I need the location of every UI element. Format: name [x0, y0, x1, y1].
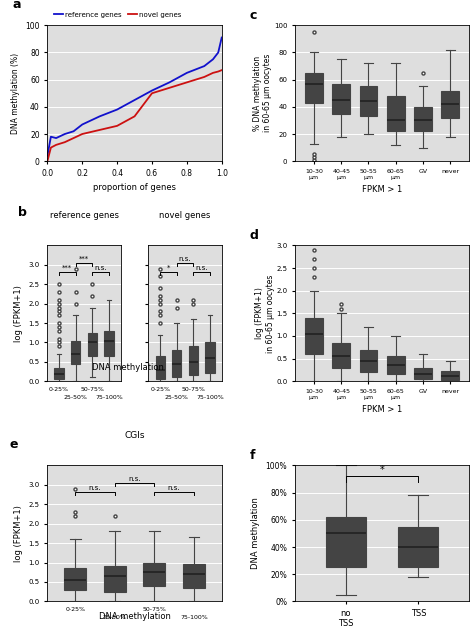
Text: 0-25%: 0-25% — [49, 387, 69, 392]
PathPatch shape — [414, 368, 432, 379]
PathPatch shape — [387, 356, 405, 375]
Text: n.s.: n.s. — [94, 265, 107, 271]
Title: CGIs: CGIs — [124, 430, 145, 440]
Text: 0-25%: 0-25% — [65, 607, 85, 611]
PathPatch shape — [64, 568, 86, 590]
Text: n.s.: n.s. — [128, 476, 141, 482]
Text: f: f — [250, 449, 255, 461]
Text: ***: *** — [62, 265, 73, 271]
Text: *: * — [380, 465, 384, 475]
PathPatch shape — [399, 527, 438, 567]
PathPatch shape — [104, 567, 126, 592]
PathPatch shape — [55, 368, 64, 379]
Text: n.s.: n.s. — [195, 265, 208, 271]
PathPatch shape — [172, 350, 182, 377]
X-axis label: DNA methylation: DNA methylation — [99, 611, 171, 621]
PathPatch shape — [360, 87, 377, 116]
Text: 0-25%: 0-25% — [150, 387, 170, 392]
Text: *: * — [167, 265, 170, 271]
Text: d: d — [250, 229, 258, 242]
PathPatch shape — [387, 96, 405, 131]
Y-axis label: % DNA methylation
in 60-65 µm oocytes: % DNA methylation in 60-65 µm oocytes — [253, 54, 273, 132]
Text: 75-100%: 75-100% — [95, 395, 123, 400]
Text: 50-75%: 50-75% — [81, 387, 104, 392]
Text: ***: *** — [79, 256, 89, 262]
PathPatch shape — [326, 517, 366, 567]
Text: e: e — [9, 438, 18, 451]
X-axis label: proportion of genes: proportion of genes — [93, 184, 176, 192]
X-axis label: FPKM > 1: FPKM > 1 — [362, 405, 402, 414]
Text: 25-50%: 25-50% — [165, 395, 189, 400]
PathPatch shape — [305, 73, 323, 103]
PathPatch shape — [332, 343, 350, 368]
Legend: reference genes, novel genes: reference genes, novel genes — [51, 9, 184, 20]
Text: b: b — [18, 206, 27, 218]
Text: 50-75%: 50-75% — [142, 607, 166, 611]
Y-axis label: DNA methylation (%): DNA methylation (%) — [11, 53, 20, 134]
Y-axis label: DNA methylation: DNA methylation — [251, 498, 260, 569]
Text: a: a — [12, 0, 21, 11]
PathPatch shape — [144, 563, 165, 586]
Text: DNA methylation: DNA methylation — [92, 363, 164, 372]
Text: 75-100%: 75-100% — [196, 395, 224, 400]
Text: 50-75%: 50-75% — [182, 387, 205, 392]
Y-axis label: log (FPKM+1): log (FPKM+1) — [14, 505, 23, 562]
PathPatch shape — [206, 342, 215, 373]
Title: reference genes: reference genes — [49, 211, 118, 220]
Text: 75-100%: 75-100% — [180, 615, 208, 620]
PathPatch shape — [155, 356, 164, 379]
PathPatch shape — [332, 84, 350, 114]
PathPatch shape — [414, 107, 432, 131]
PathPatch shape — [189, 346, 198, 375]
PathPatch shape — [441, 372, 459, 380]
X-axis label: FPKM > 1: FPKM > 1 — [362, 185, 402, 194]
Text: n.s.: n.s. — [168, 485, 181, 491]
Text: n.s.: n.s. — [179, 256, 191, 262]
PathPatch shape — [360, 349, 377, 372]
PathPatch shape — [305, 318, 323, 354]
Text: c: c — [250, 8, 257, 22]
Title: novel genes: novel genes — [159, 211, 211, 220]
PathPatch shape — [183, 565, 205, 588]
Text: n.s.: n.s. — [89, 485, 101, 491]
Text: 25-50%: 25-50% — [103, 615, 127, 620]
Y-axis label: log (FPKM+1)
in 60-65 µm oocytes: log (FPKM+1) in 60-65 µm oocytes — [255, 274, 274, 353]
PathPatch shape — [441, 91, 459, 118]
PathPatch shape — [88, 333, 97, 356]
Text: 25-50%: 25-50% — [64, 395, 88, 400]
PathPatch shape — [104, 331, 114, 356]
Y-axis label: log (FPKM+1): log (FPKM+1) — [14, 285, 23, 342]
PathPatch shape — [71, 341, 80, 364]
